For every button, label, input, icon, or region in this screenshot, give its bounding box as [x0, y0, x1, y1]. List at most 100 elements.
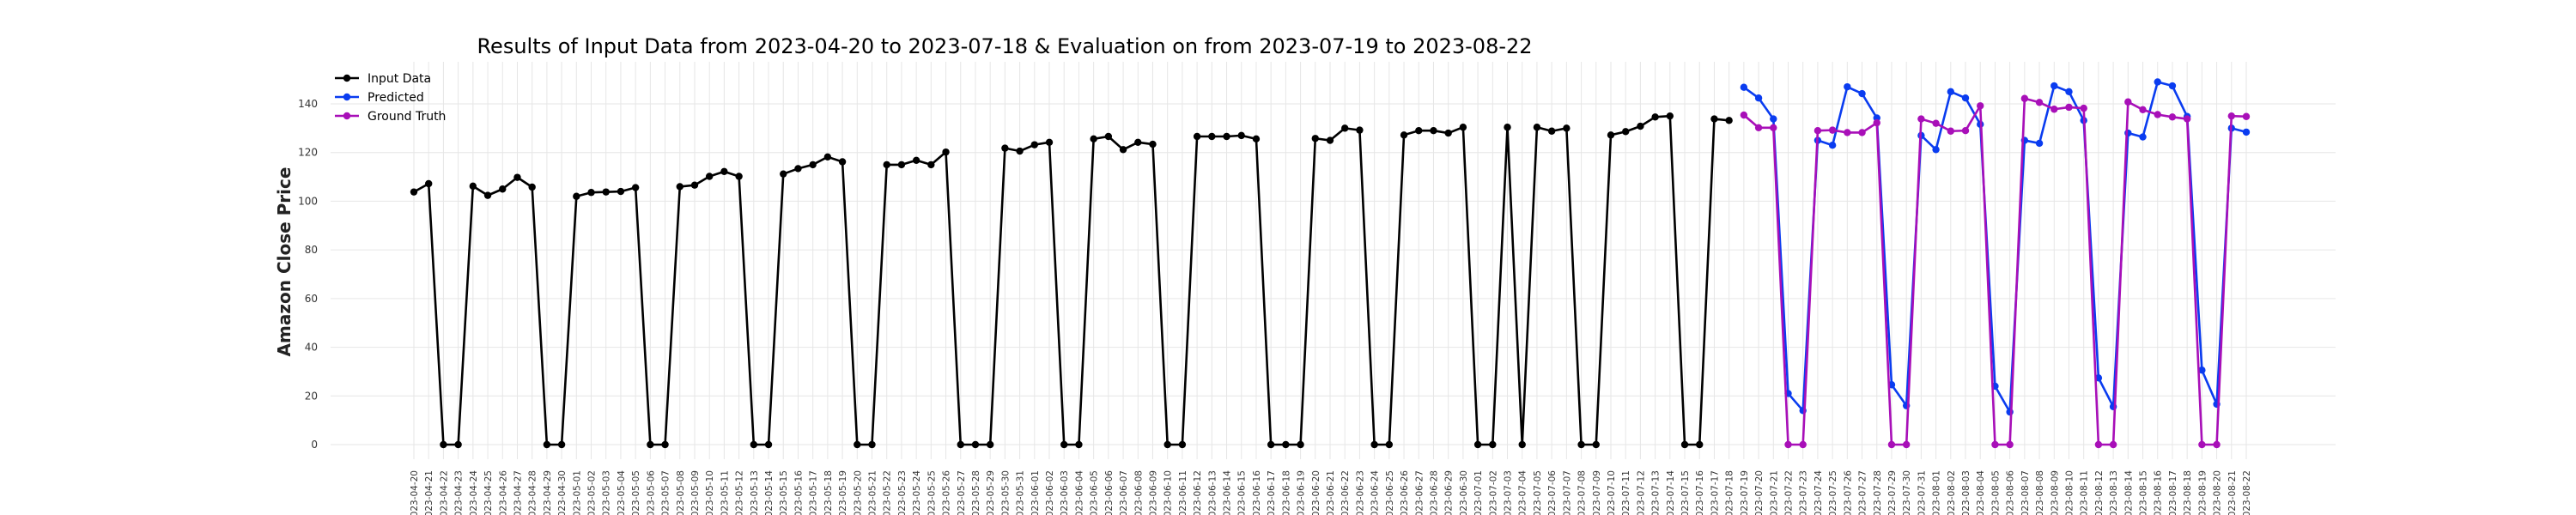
data-point — [483, 191, 492, 199]
data-point — [1252, 135, 1261, 143]
x-tick-label: 2023-08-19 — [2197, 470, 2208, 515]
x-tick-label: 2023-06-22 — [1340, 470, 1351, 515]
data-point — [1030, 141, 1039, 148]
series-input — [410, 112, 1733, 449]
data-point — [927, 161, 935, 169]
x-tick-label: 2023-08-16 — [2154, 470, 2164, 515]
data-point — [1341, 124, 1349, 132]
x-tick-label: 2023-06-02 — [1045, 470, 1055, 515]
data-point — [1814, 126, 1822, 135]
x-tick-label: 2023-07-18 — [1725, 470, 1735, 515]
data-point — [2035, 99, 2044, 106]
x-tick-label: 2023-06-26 — [1400, 470, 1410, 515]
data-point — [1680, 440, 1689, 449]
x-tick-label: 2023-06-24 — [1370, 470, 1381, 515]
data-point — [1311, 135, 1319, 142]
data-point — [1637, 122, 1644, 130]
legend-label: Predicted — [368, 91, 424, 105]
data-point — [661, 440, 669, 449]
data-point — [1208, 132, 1216, 141]
data-point — [2109, 440, 2117, 449]
data-point — [2094, 440, 2103, 449]
x-tick-label: 2023-08-13 — [2109, 470, 2119, 515]
data-point — [1459, 124, 1467, 131]
x-tick-label: 2023-08-04 — [1976, 470, 1986, 515]
y-tick-label: 20 — [305, 390, 318, 402]
data-point — [1223, 132, 1230, 141]
data-point — [780, 170, 787, 178]
data-point — [1770, 115, 1777, 123]
x-tick-label: 2023-07-26 — [1843, 470, 1853, 515]
x-tick-label: 2023-07-28 — [1873, 470, 1883, 515]
data-point — [1001, 144, 1009, 152]
x-tick-label: 2023-05-09 — [690, 470, 701, 515]
x-tick-label: 2023-07-02 — [1488, 470, 1498, 515]
data-point — [1961, 94, 1970, 102]
data-point — [1045, 138, 1054, 147]
data-point — [1932, 119, 1940, 127]
x-tick-label: 2023-08-07 — [2020, 470, 2031, 515]
x-tick-label: 2023-06-21 — [1326, 470, 1336, 515]
x-tick-label: 2023-07-20 — [1754, 470, 1765, 515]
data-point — [2080, 104, 2087, 112]
data-point — [1563, 124, 1571, 132]
data-point — [2198, 440, 2206, 449]
data-point — [1518, 440, 1526, 449]
data-point — [1370, 440, 1378, 449]
x-tick-label: 2023-08-10 — [2064, 470, 2075, 515]
x-tick-label: 2023-07-31 — [1917, 470, 1927, 515]
x-tick-label: 2023-08-22 — [2242, 470, 2252, 515]
data-point — [602, 188, 610, 196]
x-tick-label: 2023-08-15 — [2139, 470, 2149, 515]
x-tick-label: 2023-07-13 — [1651, 470, 1662, 515]
x-tick-label: 2023-07-12 — [1636, 470, 1646, 515]
x-tick-label: 2023-05-11 — [720, 470, 730, 515]
data-point — [1237, 131, 1245, 140]
x-tick-label: 2023-07-07 — [1562, 470, 1572, 515]
data-point — [1090, 135, 1097, 143]
x-tick-label: 2023-08-06 — [2006, 470, 2016, 515]
data-point — [1858, 89, 1866, 98]
data-point — [854, 440, 861, 449]
data-point — [1754, 124, 1763, 131]
data-point — [2242, 112, 2251, 120]
x-tick-label: 2023-04-27 — [513, 470, 523, 515]
x-tick-label: 2023-07-23 — [1799, 470, 1809, 515]
data-point — [883, 161, 890, 169]
data-point — [1696, 440, 1704, 449]
data-point — [1547, 127, 1556, 135]
data-point — [1621, 128, 1630, 136]
data-point — [1784, 440, 1792, 449]
data-point — [440, 440, 447, 449]
data-point — [2213, 440, 2221, 449]
data-point — [1592, 440, 1600, 449]
x-tick-label: 2023-04-26 — [498, 470, 508, 515]
data-point — [469, 182, 477, 191]
legend-item-ground_truth: Ground Truth — [335, 110, 446, 124]
data-point — [750, 440, 758, 449]
x-tick-label: 2023-04-21 — [424, 470, 434, 515]
data-point — [631, 184, 640, 191]
data-point — [410, 188, 418, 196]
data-point — [1947, 127, 1955, 135]
x-tick-label: 2023-06-12 — [1193, 470, 1203, 515]
data-point — [2154, 111, 2161, 118]
x-tick-label: 2023-05-14 — [764, 470, 775, 515]
x-tick-label: 2023-06-14 — [1223, 470, 1233, 515]
data-point — [2124, 98, 2132, 106]
x-tick-label: 2023-04-29 — [543, 470, 553, 515]
data-point — [971, 440, 980, 449]
x-tick-label: 2023-06-09 — [1148, 470, 1158, 515]
x-tick-label: 2023-08-14 — [2123, 470, 2134, 515]
x-tick-label: 2023-07-06 — [1547, 470, 1558, 515]
x-tick-label: 2023-08-18 — [2183, 470, 2193, 515]
x-tick-label: 2023-07-22 — [1784, 470, 1795, 515]
x-tick-label: 2023-05-16 — [793, 470, 804, 515]
x-tick-label: 2023-06-15 — [1237, 470, 1248, 515]
x-tick-label: 2023-05-31 — [1016, 470, 1026, 515]
data-point — [647, 440, 654, 449]
data-point — [1163, 440, 1171, 449]
data-point — [1873, 118, 1880, 127]
